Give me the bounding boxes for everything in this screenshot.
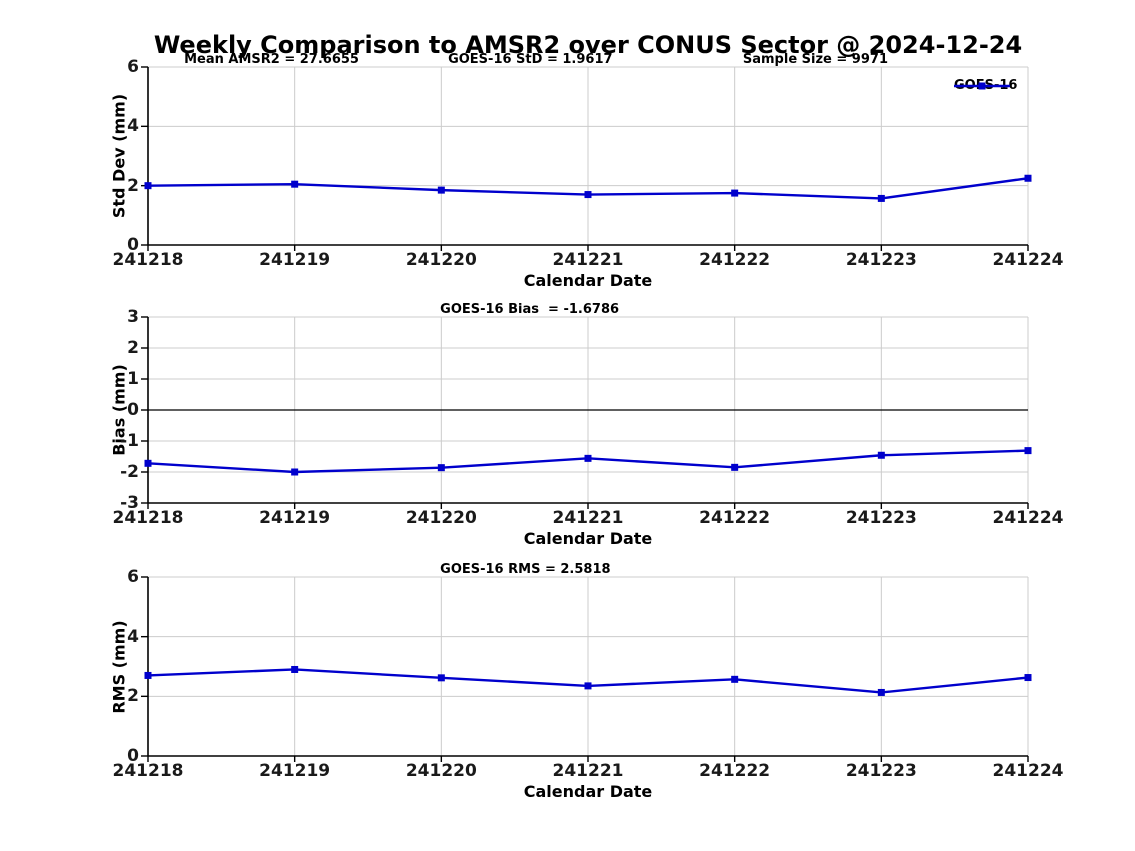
chart-title: Weekly Comparison to AMSR2 over CONUS Se… (153, 31, 1023, 59)
x-tick-label: 241223 (845, 761, 917, 781)
data-point-marker (1024, 174, 1032, 182)
data-point-marker (291, 180, 299, 188)
x-tick-label: 241220 (405, 761, 477, 781)
x-tick-label: 241224 (992, 508, 1064, 528)
data-point-marker (877, 451, 885, 459)
x-tick-label: 241222 (699, 508, 771, 528)
x-tick-label: 241222 (699, 250, 771, 270)
subplot-rms: RMS (mm) Calendar Date 241218 241219 24122… (110, 562, 1064, 801)
data-point-marker (291, 665, 299, 673)
x-tick-label: 241219 (259, 508, 331, 528)
x-tick-label: 241218 (112, 250, 184, 270)
y-tick-label: -3 (120, 493, 139, 513)
legend: GOES-16 (954, 78, 1017, 93)
legend-line-sample (954, 82, 1010, 90)
x-axis-label: Calendar Date (523, 782, 653, 801)
y-tick-label: 0 (127, 235, 139, 255)
subplot-std-dev: Std Dev (mm) Calendar Date GOES-16 24121… (110, 52, 1064, 290)
y-tick-label: 0 (127, 746, 139, 766)
plot-area-bias (141, 316, 1032, 509)
x-tick-label: 241219 (259, 761, 331, 781)
legend-marker (978, 82, 986, 90)
x-axis-label: Calendar Date (523, 529, 653, 548)
data-point-marker (144, 459, 152, 467)
data-point-marker (584, 682, 592, 690)
plot-area-std-dev (141, 66, 1032, 251)
y-axis-label: Std Dev (mm) (109, 93, 129, 219)
data-point-marker (731, 189, 739, 197)
x-tick-label: 241218 (112, 761, 184, 781)
data-point-marker (144, 671, 152, 679)
y-tick-label: 4 (127, 116, 139, 137)
data-point-marker (877, 688, 885, 696)
y-tick-label: 2 (127, 686, 139, 707)
data-point-marker (1024, 447, 1032, 455)
plot-area-rms (141, 576, 1032, 762)
x-tick-label: 241223 (845, 250, 917, 270)
x-tick-label: 241220 (405, 508, 477, 528)
data-point-marker (584, 191, 592, 199)
x-axis-label: Calendar Date (523, 271, 653, 290)
y-tick-label: 6 (127, 57, 139, 77)
x-tick-label: 241221 (552, 508, 624, 528)
stat-annotation: GOES-16 RMS = 2.5818 (440, 562, 611, 577)
subplot-bias: Bias (mm) Calendar Date 241218 241219 2412… (110, 302, 1064, 548)
x-tick-label: 241220 (405, 250, 477, 270)
y-tick-label: -2 (120, 462, 139, 482)
y-tick-label: -1 (120, 431, 139, 451)
stat-annotation: GOES-16 StD = 1.9617 (448, 52, 613, 67)
x-tick-label: 241218 (112, 508, 184, 528)
data-point-marker (731, 675, 739, 683)
y-tick-label: 6 (127, 567, 139, 587)
data-point-marker (877, 194, 885, 202)
data-point-marker (144, 182, 152, 190)
y-tick-label: 0 (127, 400, 139, 420)
stat-annotation: Mean AMSR2 = 27.6655 (184, 52, 359, 67)
y-tick-label: 3 (127, 307, 139, 327)
y-tick-label: 2 (127, 338, 139, 358)
x-tick-label: 241221 (552, 761, 624, 781)
x-tick-label: 241219 (259, 250, 331, 270)
x-tick-label: 241221 (552, 250, 624, 270)
data-point-marker (291, 468, 299, 476)
x-tick-label: 241224 (992, 761, 1064, 781)
data-point-marker (437, 464, 445, 472)
y-tick-label: 4 (127, 626, 139, 647)
x-tick-label: 241223 (845, 508, 917, 528)
y-tick-label: 1 (127, 369, 139, 389)
stat-annotation: Sample Size = 9971 (742, 52, 888, 67)
data-point-marker (584, 454, 592, 462)
y-tick-label: 2 (127, 175, 139, 196)
data-point-marker (437, 674, 445, 682)
stat-annotation: GOES-16 Bias = -1.6786 (440, 302, 620, 317)
data-point-marker (1024, 674, 1032, 682)
data-point-marker (731, 463, 739, 471)
x-tick-label: 241222 (699, 761, 771, 781)
data-point-marker (437, 186, 445, 194)
x-tick-label: 241224 (992, 250, 1064, 270)
